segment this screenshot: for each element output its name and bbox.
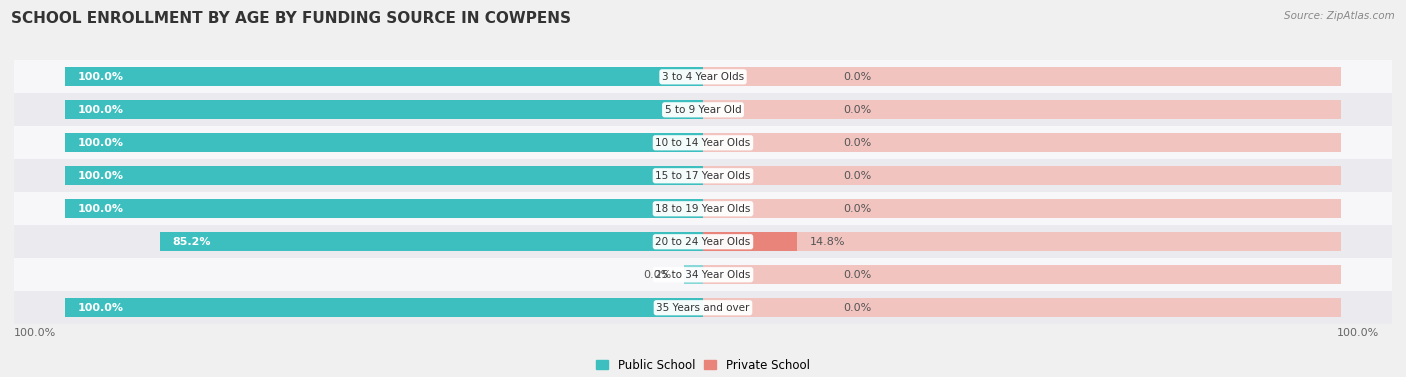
Text: 100.0%: 100.0% (77, 303, 124, 313)
Bar (703, 232, 797, 251)
Bar (0, 192, 1406, 225)
Text: 20 to 24 Year Olds: 20 to 24 Year Olds (655, 237, 751, 247)
Text: 18 to 19 Year Olds: 18 to 19 Year Olds (655, 204, 751, 214)
Bar (65, 298, 703, 317)
Bar (65, 67, 703, 86)
Bar (65, 166, 703, 185)
Text: 0.0%: 0.0% (844, 303, 872, 313)
Bar (0, 258, 1406, 291)
Text: 25 to 34 Year Olds: 25 to 34 Year Olds (655, 270, 751, 280)
Bar (703, 166, 1341, 185)
Text: 10 to 14 Year Olds: 10 to 14 Year Olds (655, 138, 751, 148)
Text: 0.0%: 0.0% (844, 171, 872, 181)
Bar (0, 126, 1406, 159)
Bar (703, 232, 1341, 251)
Text: Source: ZipAtlas.com: Source: ZipAtlas.com (1284, 11, 1395, 21)
Text: 100.0%: 100.0% (77, 171, 124, 181)
Text: 100.0%: 100.0% (77, 138, 124, 148)
Text: 100.0%: 100.0% (77, 72, 124, 82)
Text: 100.0%: 100.0% (77, 105, 124, 115)
Bar (65, 199, 703, 218)
Bar (703, 265, 1341, 284)
Bar (703, 67, 1341, 86)
Bar (703, 199, 1341, 218)
Text: 0.0%: 0.0% (844, 138, 872, 148)
Text: 0.0%: 0.0% (643, 270, 671, 280)
Text: 15 to 17 Year Olds: 15 to 17 Year Olds (655, 171, 751, 181)
Text: 100.0%: 100.0% (14, 328, 56, 338)
Bar (0, 291, 1406, 324)
Text: 14.8%: 14.8% (810, 237, 845, 247)
Bar (159, 232, 703, 251)
Bar (703, 100, 1341, 120)
Bar (703, 298, 1341, 317)
Text: 0.0%: 0.0% (844, 72, 872, 82)
Text: 5 to 9 Year Old: 5 to 9 Year Old (665, 105, 741, 115)
Text: 100.0%: 100.0% (1337, 328, 1379, 338)
Text: 35 Years and over: 35 Years and over (657, 303, 749, 313)
Bar (0, 159, 1406, 192)
Bar (65, 133, 703, 152)
Bar (0, 225, 1406, 258)
Text: SCHOOL ENROLLMENT BY AGE BY FUNDING SOURCE IN COWPENS: SCHOOL ENROLLMENT BY AGE BY FUNDING SOUR… (11, 11, 571, 26)
Text: 0.0%: 0.0% (844, 105, 872, 115)
Text: 3 to 4 Year Olds: 3 to 4 Year Olds (662, 72, 744, 82)
Text: 0.0%: 0.0% (844, 204, 872, 214)
Text: 100.0%: 100.0% (77, 204, 124, 214)
Text: 0.0%: 0.0% (844, 270, 872, 280)
Text: 85.2%: 85.2% (173, 237, 211, 247)
Bar (0, 93, 1406, 126)
Bar (65, 100, 703, 120)
Bar (683, 265, 703, 284)
Legend: Public School, Private School: Public School, Private School (592, 354, 814, 376)
Bar (0, 60, 1406, 93)
Bar (703, 133, 1341, 152)
